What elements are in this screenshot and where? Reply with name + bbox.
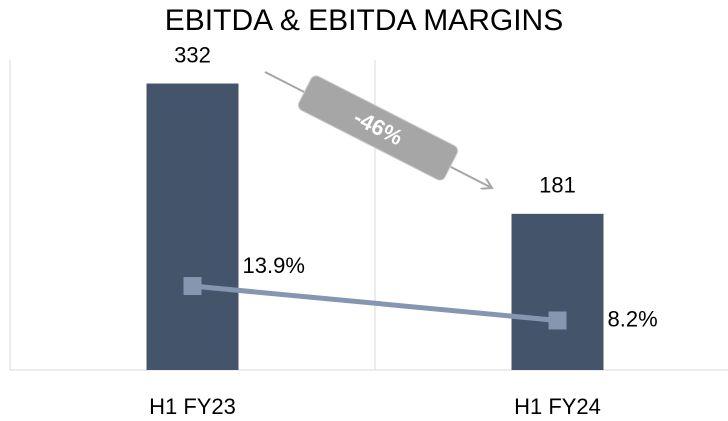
data-label: 181 (539, 173, 576, 198)
x-tick-label: H1 FY23 (149, 394, 236, 419)
data-label: 8.2% (608, 306, 658, 331)
annotation: -46% (264, 71, 492, 188)
x-tick-label: H1 FY24 (514, 394, 601, 419)
annotation-box (297, 75, 459, 181)
marker (548, 311, 567, 330)
chart-title: EBITDA & EBITDA MARGINS (165, 4, 563, 37)
data-label: 13.9% (243, 253, 305, 278)
marker (183, 277, 202, 296)
data-label: 332 (174, 42, 211, 67)
line (192, 283, 558, 323)
bar (146, 83, 239, 370)
bar (511, 213, 604, 370)
